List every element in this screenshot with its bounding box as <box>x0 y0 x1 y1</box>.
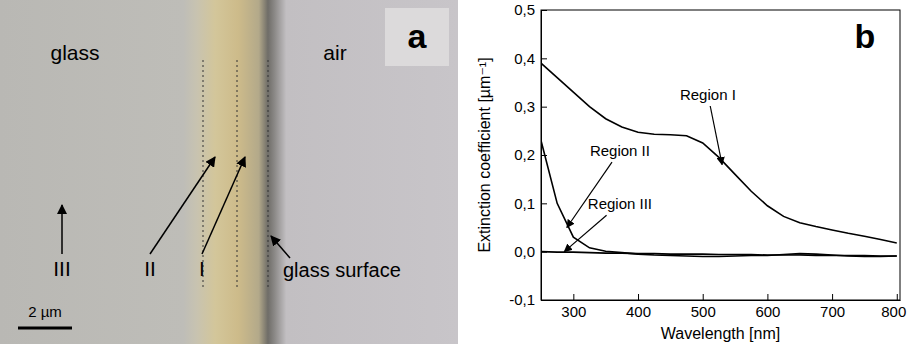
x-tick-mark <box>767 294 768 300</box>
plot-frame <box>541 10 900 300</box>
y-tick-label: 0,3 <box>514 98 535 115</box>
label: II <box>144 257 156 280</box>
series-line <box>541 252 897 256</box>
x-tick-label: 300 <box>561 303 586 320</box>
label: glass <box>50 41 99 64</box>
arrow <box>202 157 245 254</box>
arrow <box>61 205 63 254</box>
x-tick: 500 <box>691 294 716 320</box>
region-boundary <box>268 60 269 290</box>
lines <box>541 63 897 256</box>
annotation-arrow <box>710 106 722 165</box>
x-tick-label: 700 <box>820 303 845 320</box>
x-tick: 400 <box>626 294 651 320</box>
y-tick-label: 0,0 <box>514 243 535 260</box>
micrograph-image <box>0 0 458 344</box>
y-tick-mark <box>541 203 547 204</box>
x-tick: 700 <box>820 294 845 320</box>
scale-bar <box>18 327 72 330</box>
y-tick-label: 0,5 <box>514 1 535 18</box>
series-line <box>541 63 897 243</box>
y-tick-label: -0,1 <box>509 291 535 308</box>
y-tick-label: 0,4 <box>514 50 535 67</box>
y-tick-label: 0,1 <box>514 195 535 212</box>
panel-b: -0,1 0,0 0,1 0,2 0,3 0,4 0,5 300 400 500 600 700 800… <box>476 1 906 342</box>
annotation: Region I <box>680 86 736 103</box>
label: III <box>53 257 71 280</box>
panel-label: b <box>855 17 876 55</box>
annotation: Region II <box>590 142 650 159</box>
y-tick-label: 0,2 <box>514 146 535 163</box>
x-tick: 300 <box>561 294 586 320</box>
label: glass surface <box>283 259 401 281</box>
y-tick: 0,3 <box>514 98 547 115</box>
x-tick-label: 500 <box>691 303 716 320</box>
y-tick: 0,1 <box>514 195 547 212</box>
annotation-arrow <box>564 215 606 251</box>
x-tick: 600 <box>755 294 780 320</box>
y-tick: 0,2 <box>514 146 547 163</box>
label: I <box>199 257 205 280</box>
x-tick-mark <box>897 294 898 300</box>
x-tick-mark <box>703 294 704 300</box>
x-axis: 300 400 500 600 700 800 <box>542 294 907 320</box>
y-axis-title: Extinction coefficient [µm⁻¹] <box>476 57 493 252</box>
panel-label-box <box>385 8 449 66</box>
label: 2 µm <box>28 303 62 320</box>
x-tick-mark <box>832 294 833 300</box>
panel-a: glassairaIIIIIIglass surface2 µm <box>0 0 458 344</box>
y-tick-mark <box>541 107 547 108</box>
arrow <box>150 157 215 254</box>
x-axis-title: Wavelength [nm] <box>661 325 780 342</box>
x-tick-label: 600 <box>755 303 780 320</box>
figure: glassairaIIIIIIglass surface2 µm-0,10,00… <box>0 0 916 344</box>
x-tick-label: 400 <box>626 303 651 320</box>
x-tick: 800 <box>881 294 906 320</box>
x-tick-mark <box>638 294 639 300</box>
annotation: Region III <box>588 195 652 212</box>
label: air <box>323 41 346 64</box>
x-tick-label: 800 <box>881 303 906 320</box>
arrow <box>271 236 290 258</box>
series-line <box>541 141 897 257</box>
label: a <box>408 17 428 55</box>
x-tick-mark <box>573 294 574 300</box>
y-tick-mark <box>541 58 547 59</box>
annotations: Region I Region II Region III <box>564 86 736 252</box>
